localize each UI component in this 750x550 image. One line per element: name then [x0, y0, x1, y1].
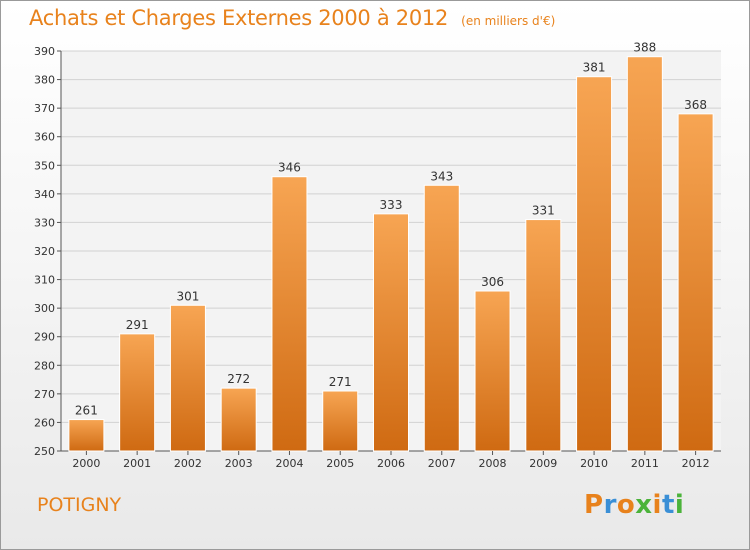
data-label-2006: 333 — [380, 198, 403, 212]
x-tick-label-2007: 2007 — [428, 457, 456, 470]
data-label-2010: 381 — [583, 61, 606, 75]
y-tick-label: 290 — [34, 331, 55, 344]
bar-2001 — [119, 333, 156, 452]
x-tick-label-2005: 2005 — [326, 457, 354, 470]
data-label-2001: 291 — [126, 318, 149, 332]
data-label-2007: 343 — [430, 169, 453, 183]
x-tick-label-2002: 2002 — [174, 457, 202, 470]
brand-letter: r — [603, 490, 617, 520]
brand-letter: P — [584, 490, 604, 520]
data-label-2005: 271 — [329, 375, 352, 389]
bar-2004 — [271, 176, 308, 452]
y-tick-label: 360 — [34, 131, 55, 144]
y-tick-label: 310 — [34, 274, 55, 287]
y-tick-label: 350 — [34, 159, 55, 172]
x-tick-label-2000: 2000 — [72, 457, 100, 470]
x-tick-label-2009: 2009 — [529, 457, 557, 470]
x-tick-label-2001: 2001 — [123, 457, 151, 470]
y-tick-label: 260 — [34, 416, 55, 429]
bar-2006 — [373, 213, 409, 452]
x-tick-label-2012: 2012 — [682, 457, 710, 470]
data-label-2002: 301 — [176, 289, 199, 303]
y-tick-label: 390 — [34, 45, 55, 58]
data-label-2009: 331 — [532, 204, 555, 218]
x-tick-label-2004: 2004 — [275, 457, 303, 470]
data-label-2000: 261 — [75, 404, 98, 418]
bar-2002 — [169, 304, 206, 452]
brand-letter: t — [661, 490, 675, 520]
brand-letter: x — [635, 490, 653, 520]
y-tick-label: 340 — [34, 188, 55, 201]
bar-2010 — [576, 76, 613, 452]
y-tick-label: 320 — [34, 245, 55, 258]
x-tick-label-2003: 2003 — [225, 457, 253, 470]
bar-2011 — [626, 56, 663, 452]
brand-letter: o — [616, 490, 636, 520]
x-tick-label-2006: 2006 — [377, 457, 405, 470]
x-tick-label-2010: 2010 — [580, 457, 608, 470]
y-tick-label: 380 — [34, 74, 55, 87]
brand-wordmark: Proxiti — [584, 490, 694, 520]
data-label-2004: 346 — [278, 161, 301, 175]
y-tick-label: 370 — [34, 102, 55, 115]
x-tick-label-2011: 2011 — [631, 457, 659, 470]
y-tick-label: 300 — [34, 302, 55, 315]
chart-subtitle: (en milliers d'€) — [461, 14, 556, 28]
commune-name: POTIGNY — [37, 494, 122, 516]
bar-2009 — [525, 219, 562, 452]
brand-letter: i — [674, 490, 685, 520]
data-label-2003: 272 — [227, 372, 250, 386]
y-tick-label: 280 — [34, 359, 55, 372]
chart-title: Achats et Charges Externes 2000 à 2012 — [29, 6, 449, 30]
data-label-2011: 388 — [633, 41, 656, 55]
proxiti-logo: Proxiti — [584, 490, 694, 524]
y-tick-label: 270 — [34, 388, 55, 401]
brand-letter: i — [652, 490, 662, 520]
bar-2007 — [423, 184, 460, 452]
bar-2012 — [677, 113, 714, 452]
bar-2003 — [220, 387, 257, 452]
y-tick-label: 330 — [34, 216, 55, 229]
x-tick-label-2008: 2008 — [479, 457, 507, 470]
data-label-2012: 368 — [684, 98, 707, 112]
bar-2005 — [322, 390, 359, 452]
bar-2000 — [68, 419, 105, 452]
data-label-2008: 306 — [481, 275, 504, 289]
bar-2008 — [474, 290, 511, 452]
title-row: Achats et Charges Externes 2000 à 2012 (… — [29, 6, 555, 30]
y-tick-label: 250 — [34, 445, 55, 458]
